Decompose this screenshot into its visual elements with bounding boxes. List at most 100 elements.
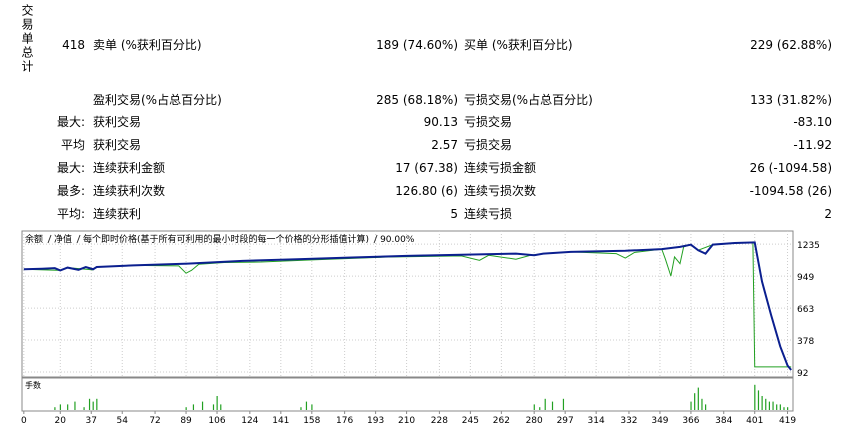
lot-bar bbox=[701, 398, 703, 410]
lot-bar bbox=[551, 401, 554, 410]
cell-label: 连续亏损 bbox=[464, 207, 513, 221]
lots-panel bbox=[21, 377, 794, 412]
x-tick-label: 106 bbox=[208, 416, 225, 426]
lot-bar bbox=[54, 407, 56, 410]
lot-bar bbox=[67, 404, 69, 410]
x-tick-label: 366 bbox=[682, 416, 699, 426]
lot-bar bbox=[96, 398, 98, 410]
row-label: 最大: bbox=[56, 161, 85, 175]
lot-bar bbox=[201, 401, 204, 410]
cell-value: 133 (31.82%) bbox=[750, 93, 832, 107]
lot-bar bbox=[74, 401, 76, 410]
lot-bar bbox=[783, 407, 785, 410]
lot-bar bbox=[311, 404, 313, 410]
cell-label: 获利交易 bbox=[93, 138, 142, 152]
cell-label: 获利交易 bbox=[93, 115, 142, 129]
cell-value: 90.13 bbox=[423, 115, 458, 129]
x-tick-label: 297 bbox=[557, 416, 574, 426]
cell-value: -11.92 bbox=[793, 138, 832, 152]
x-tick-label: 20 bbox=[55, 416, 67, 426]
x-tick-label: 193 bbox=[367, 416, 384, 426]
lot-bar bbox=[305, 401, 308, 410]
legend-separator bbox=[47, 234, 52, 244]
lot-bar bbox=[787, 407, 789, 410]
cell-value: 285 (68.18%) bbox=[376, 93, 458, 107]
cell-value: 26 (-1094.58) bbox=[749, 161, 832, 175]
row-label: 平均: bbox=[56, 207, 85, 221]
cell-value: 229 (62.88%) bbox=[750, 38, 832, 52]
x-tick-label: 419 bbox=[779, 416, 796, 426]
lot-bar bbox=[59, 404, 61, 410]
lot-bar bbox=[300, 407, 302, 410]
lot-bar bbox=[220, 404, 222, 410]
x-tick-label: 262 bbox=[493, 416, 510, 426]
x-tick-label: 141 bbox=[272, 416, 289, 426]
lot-bar bbox=[539, 407, 541, 410]
lot-bar bbox=[772, 401, 774, 410]
x-tick-label: 72 bbox=[149, 416, 160, 426]
lot-bar bbox=[754, 384, 756, 410]
side-label: 交易单总计 bbox=[20, 4, 34, 74]
y-tick-label: 949 bbox=[797, 273, 814, 283]
y-tick-label: 92 bbox=[797, 369, 808, 379]
cell-value: 189 (74.60%) bbox=[376, 38, 458, 52]
lot-bar bbox=[697, 387, 699, 410]
x-tick-label: 158 bbox=[303, 416, 320, 426]
row-label: 平均 bbox=[60, 138, 85, 152]
lot-bar bbox=[705, 404, 707, 410]
lot-bar bbox=[768, 401, 771, 410]
x-tick-label: 124 bbox=[241, 416, 258, 426]
lot-bar bbox=[185, 407, 187, 410]
lot-bar bbox=[88, 398, 91, 410]
cell-value: -83.10 bbox=[793, 115, 832, 129]
legend-item: 90.00% bbox=[380, 235, 415, 245]
x-tick-label: 245 bbox=[462, 416, 479, 426]
lots-label: 手数 bbox=[25, 380, 41, 390]
cell-label: 连续亏损次数 bbox=[464, 184, 537, 198]
x-tick-label: 54 bbox=[117, 416, 129, 426]
lot-bar bbox=[83, 407, 85, 410]
lot-bar bbox=[765, 398, 767, 410]
lot-bar bbox=[776, 404, 778, 410]
x-tick-label: 176 bbox=[336, 416, 353, 426]
x-tick-label: 349 bbox=[651, 416, 668, 426]
lot-bar bbox=[544, 398, 546, 410]
legend-separator bbox=[76, 234, 81, 244]
x-tick-label: 280 bbox=[526, 416, 543, 426]
x-tick-label: 37 bbox=[86, 416, 97, 426]
lot-bar bbox=[533, 404, 535, 410]
lot-bar bbox=[761, 396, 763, 410]
lot-bar bbox=[212, 404, 215, 410]
lot-bar bbox=[216, 396, 218, 410]
x-tick-label: 384 bbox=[715, 416, 732, 426]
cell-label: 卖单 (%获利百分比) bbox=[93, 38, 202, 52]
cell-label: 盈利交易(%占总百分比) bbox=[93, 93, 222, 107]
cell-label: 连续获利 bbox=[93, 207, 142, 221]
lot-bar bbox=[779, 404, 781, 410]
cell-value: 2 bbox=[824, 207, 832, 221]
lot-bar bbox=[690, 401, 692, 410]
legend-item: 余额 bbox=[25, 233, 43, 245]
y-tick-label: 1235 bbox=[797, 241, 820, 251]
lot-bar bbox=[757, 390, 760, 410]
lot-bar bbox=[92, 401, 94, 410]
cell-value: 2.57 bbox=[431, 138, 458, 152]
row-label: 418 bbox=[62, 38, 85, 52]
cell-value: 5 bbox=[450, 207, 458, 221]
cell-value: 17 (67.38) bbox=[395, 161, 458, 175]
y-tick-label: 378 bbox=[797, 337, 814, 347]
series-line bbox=[23, 241, 792, 371]
lot-bar bbox=[562, 398, 565, 410]
cell-value: -1094.58 (26) bbox=[749, 184, 832, 198]
x-tick-label: 89 bbox=[180, 416, 192, 426]
cell-label: 亏损交易 bbox=[464, 138, 513, 152]
legend-item: 净值 bbox=[54, 233, 72, 245]
cell-label: 买单 (%获利百分比) bbox=[464, 38, 573, 52]
x-tick-label: 228 bbox=[431, 416, 448, 426]
main-panel bbox=[21, 230, 794, 378]
cell-label: 连续获利金额 bbox=[93, 161, 166, 175]
legend-item: 每个即时价格(基于所有可利用的最小时段的每一个价格的分形插值计算) bbox=[83, 233, 369, 245]
row-label: 最大: bbox=[56, 115, 85, 129]
